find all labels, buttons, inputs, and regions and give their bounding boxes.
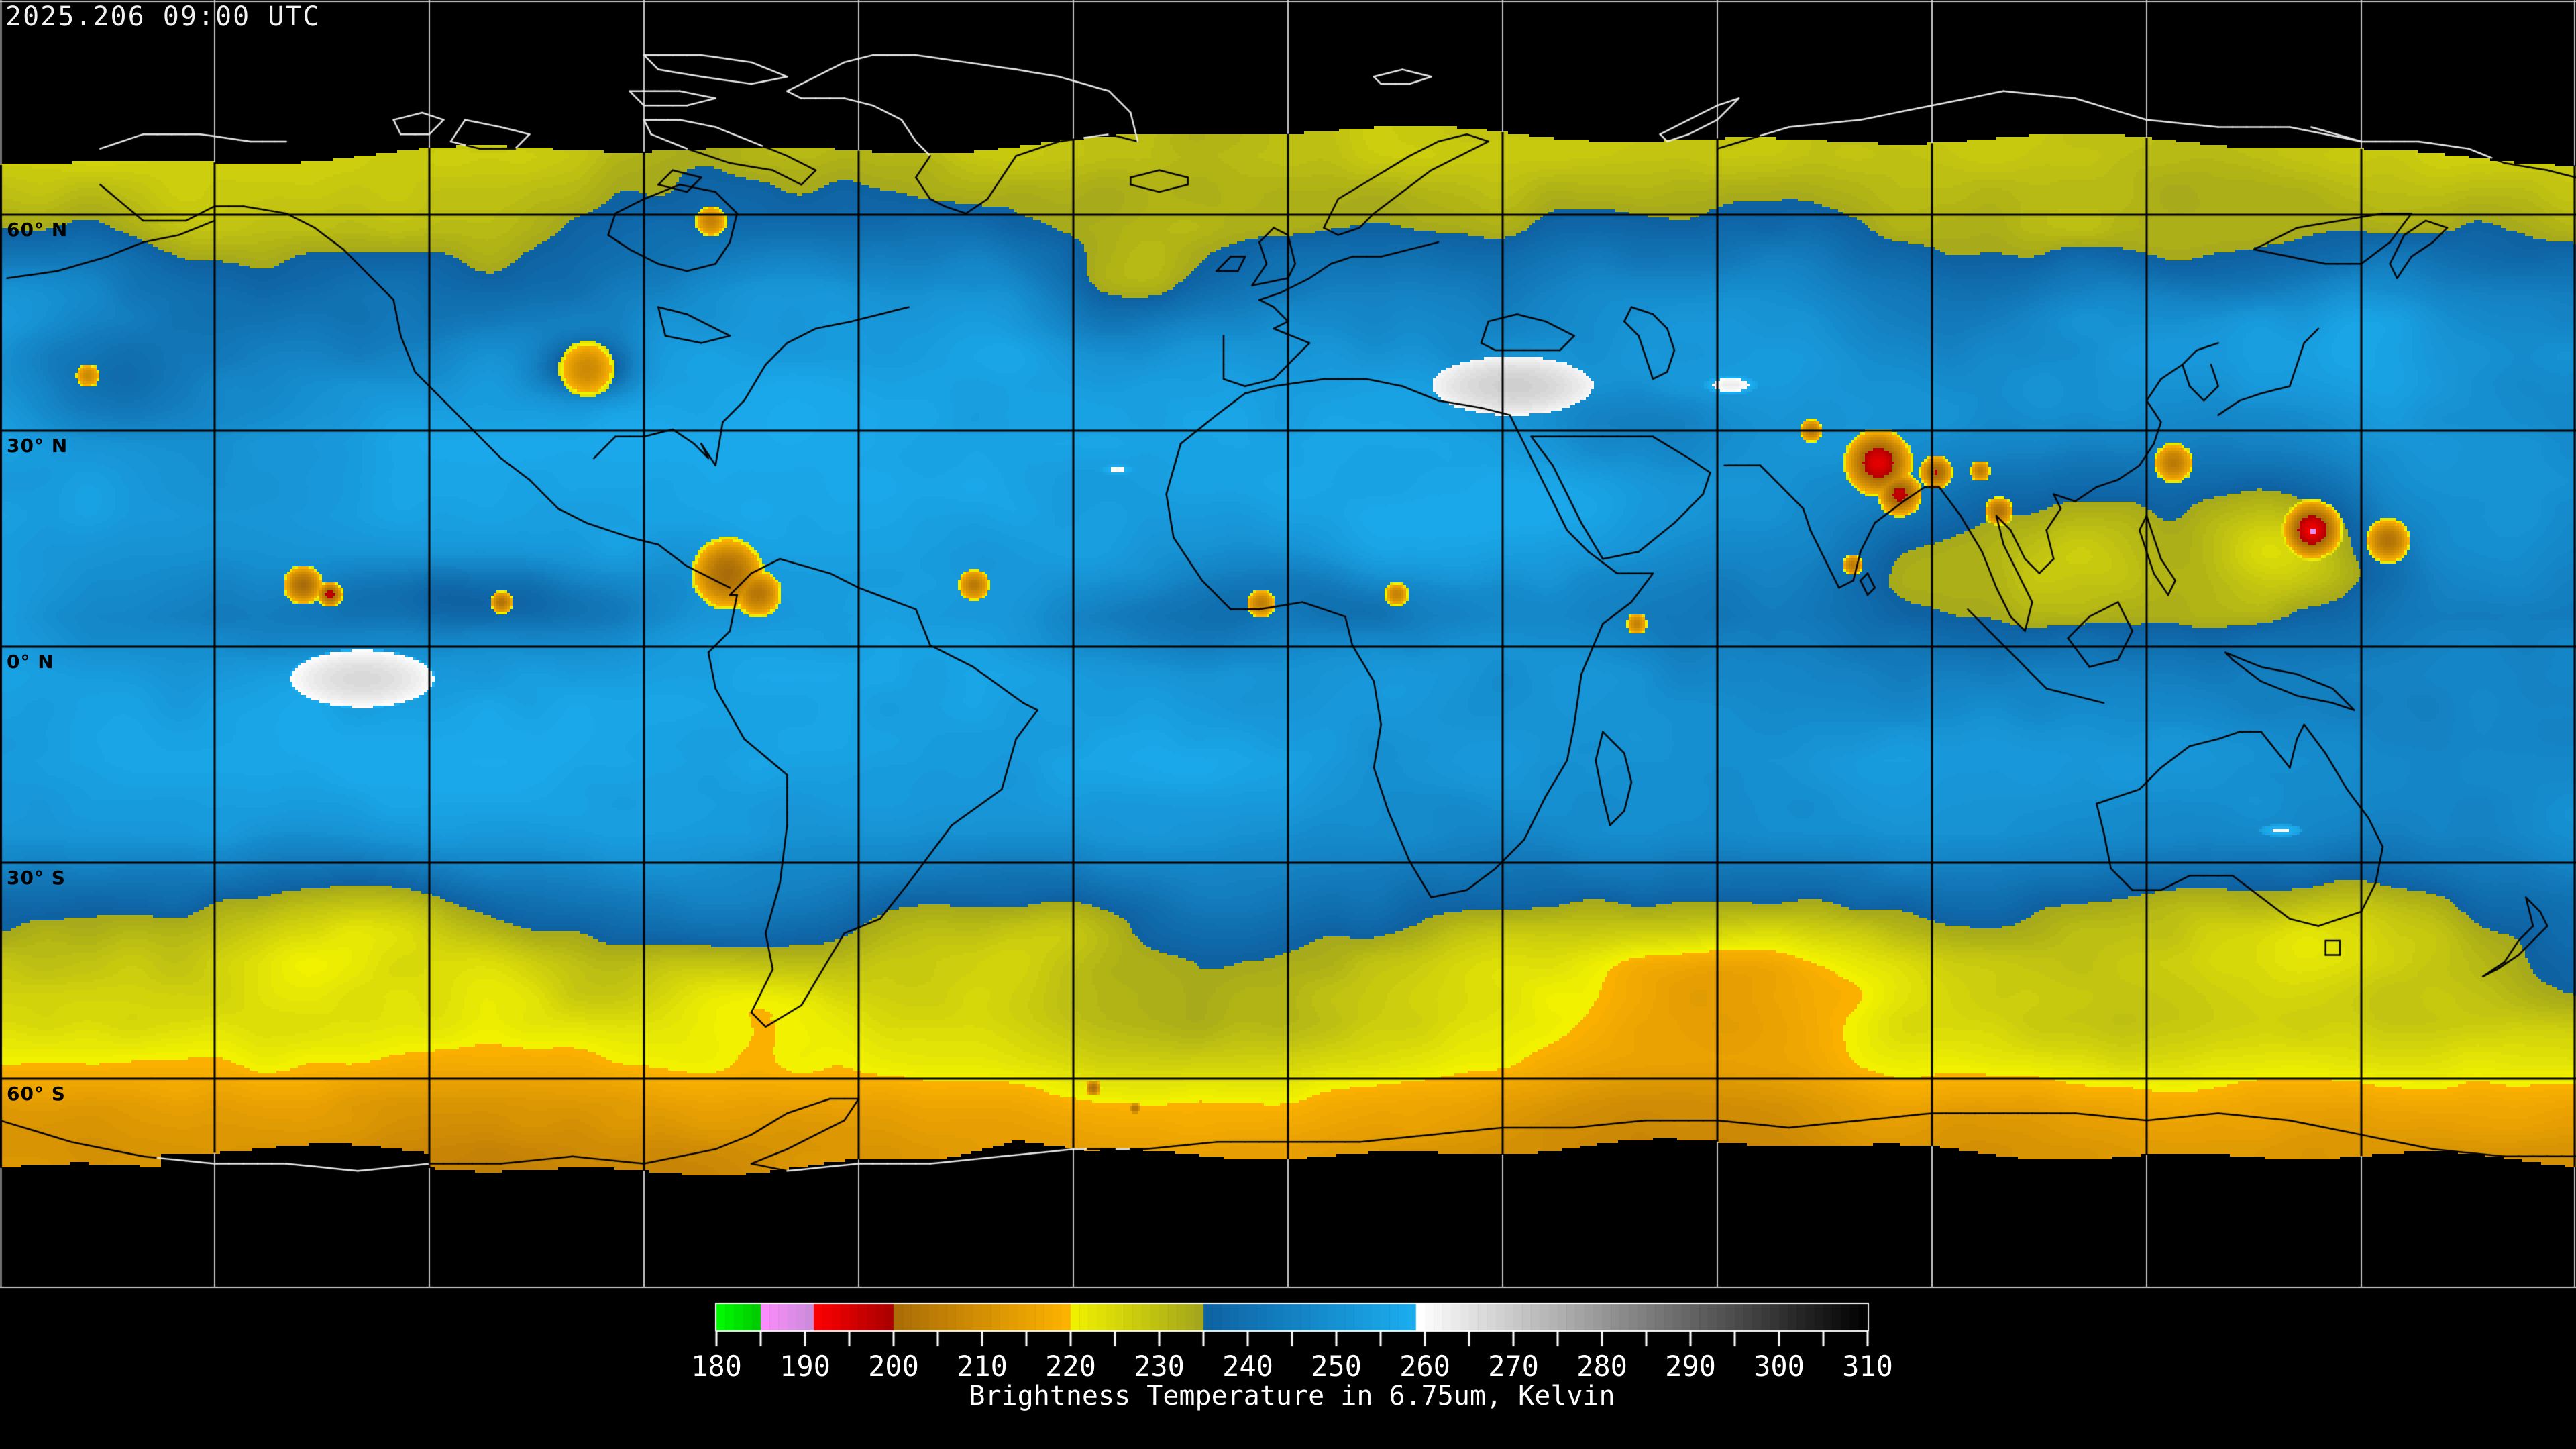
colorbar-tick-label: 290 [1665,1350,1716,1383]
colorbar-tick-label: 250 [1311,1350,1362,1383]
colorbar-tick-label: 230 [1134,1350,1185,1383]
colorbar-tick-label: 180 [691,1350,742,1383]
colorbar-tick-label: 240 [1222,1350,1273,1383]
timestamp: 2025.206 09:00 UTC [5,1,321,32]
latitude-label: 60° S [7,1083,66,1105]
colorbar-tick-label: 280 [1576,1350,1627,1383]
colorbar-tick-label: 220 [1045,1350,1096,1383]
colorbar-tick-label: 300 [1754,1350,1805,1383]
colorbar-title: Brightness Temperature in 6.75um, Kelvin [969,1381,1615,1411]
colorbar-tick-label: 210 [957,1350,1008,1383]
latitude-label: 30° S [7,867,66,889]
colorbar-tick-label: 310 [1842,1350,1893,1383]
latitude-label: 30° N [7,435,68,457]
colorbar-tick-label: 270 [1488,1350,1539,1383]
colorbar-tick-label: 260 [1399,1350,1450,1383]
colorbar-tick-label: 200 [868,1350,919,1383]
latitude-label: 0° N [7,651,54,673]
latitude-label: 60° N [7,219,68,241]
colorbar-tick-label: 190 [780,1350,830,1383]
